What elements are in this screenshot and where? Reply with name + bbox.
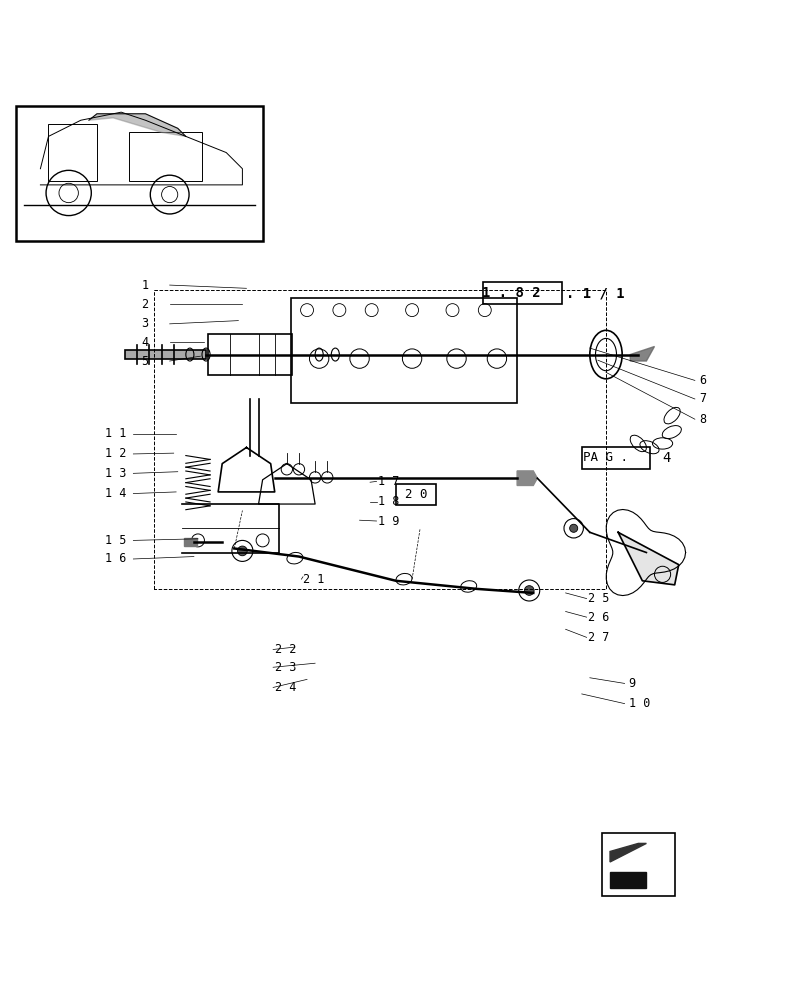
Bar: [125, 350, 206, 359]
Circle shape: [570, 524, 578, 532]
Text: 1 6: 1 6: [105, 552, 126, 565]
Text: 1 2: 1 2: [105, 447, 126, 460]
Text: 2 2: 2 2: [275, 643, 296, 656]
Polygon shape: [517, 471, 537, 478]
Bar: [396, 484, 436, 505]
Text: 2 5: 2 5: [588, 592, 609, 605]
Text: 8: 8: [699, 413, 706, 426]
Text: 1 7: 1 7: [378, 475, 399, 488]
Bar: [208, 334, 292, 375]
Bar: [291, 298, 517, 403]
Polygon shape: [517, 478, 537, 485]
Text: 2 1: 2 1: [303, 573, 324, 586]
Polygon shape: [618, 532, 679, 585]
Bar: [48, 124, 97, 181]
Bar: [582, 447, 650, 469]
Text: 5: 5: [141, 355, 149, 368]
Text: 2 0: 2 0: [405, 488, 427, 501]
Text: 1 1: 1 1: [105, 427, 126, 440]
Circle shape: [524, 586, 534, 595]
Text: 1 4: 1 4: [105, 487, 126, 500]
Text: 1 9: 1 9: [378, 515, 399, 528]
Text: 1 . 8 2: 1 . 8 2: [482, 286, 541, 300]
Text: 1 0: 1 0: [629, 697, 650, 710]
Text: 3: 3: [141, 317, 149, 330]
Polygon shape: [610, 843, 646, 862]
Bar: [483, 282, 562, 304]
Text: 2: 2: [141, 298, 149, 311]
Polygon shape: [89, 114, 186, 136]
Circle shape: [238, 546, 247, 556]
Text: 1 5: 1 5: [105, 534, 126, 547]
Text: 2 3: 2 3: [275, 661, 296, 674]
Text: 2 6: 2 6: [588, 611, 609, 624]
Text: 4: 4: [141, 336, 149, 349]
Text: 1 8: 1 8: [378, 495, 399, 508]
Polygon shape: [184, 538, 197, 546]
Text: PA G .: PA G .: [583, 451, 629, 464]
Polygon shape: [610, 843, 646, 888]
Text: 2 7: 2 7: [588, 631, 609, 644]
Text: 6: 6: [699, 374, 706, 387]
Polygon shape: [610, 872, 646, 888]
Text: 2 4: 2 4: [275, 681, 296, 694]
Text: 1 3: 1 3: [105, 467, 126, 480]
Bar: [129, 132, 202, 181]
Bar: [16, 106, 263, 241]
Polygon shape: [630, 346, 654, 361]
Text: . 1 / 1: . 1 / 1: [566, 286, 625, 300]
Text: 4: 4: [663, 451, 671, 465]
Bar: [602, 833, 675, 896]
Text: 7: 7: [699, 392, 706, 406]
Text: 9: 9: [629, 677, 636, 690]
Text: 1: 1: [141, 279, 149, 292]
